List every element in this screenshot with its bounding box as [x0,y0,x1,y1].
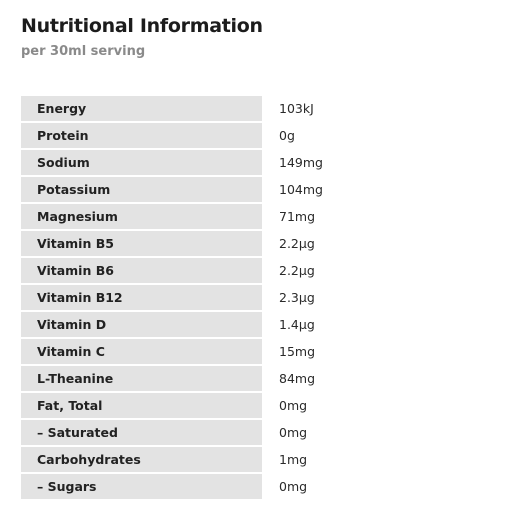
nutrient-label: Vitamin B12 [21,285,262,310]
nutrient-label: Vitamin B6 [21,258,262,283]
nutrient-label: – Sugars [21,474,262,499]
nutrition-row-vitamin-d: Vitamin D 1.4µg [21,312,341,337]
nutrient-value: 71mg [279,209,316,224]
nutrient-value: 104mg [279,182,323,197]
nutrition-row-vitamin-b6: Vitamin B6 2.2µg [21,258,341,283]
nutrition-row-energy: Energy 103kJ [21,96,341,121]
nutrition-row-l-theanine: L-Theanine 84mg [21,366,341,391]
nutrition-row-potassium: Potassium 104mg [21,177,341,202]
nutrient-label: Protein [21,123,262,148]
nutrition-row-saturated: – Saturated 0mg [21,420,341,445]
nutrition-row-sugars: – Sugars 0mg [21,474,341,499]
nutrient-label: Vitamin C [21,339,262,364]
nutrition-row-carbohydrates: Carbohydrates 1mg [21,447,341,472]
nutrient-value: 0g [279,128,295,143]
nutrient-label: Magnesium [21,204,262,229]
nutrient-label: – Saturated [21,420,262,445]
nutrition-row-vitamin-b5: Vitamin B5 2.2µg [21,231,341,256]
serving-size-subtitle: per 30ml serving [21,44,146,59]
nutrition-row-protein: Protein 0g [21,123,341,148]
nutrient-label: Vitamin D [21,312,262,337]
nutrient-value: 1.4µg [279,317,315,332]
nutrient-label: Vitamin B5 [21,231,262,256]
nutrient-label: Carbohydrates [21,447,262,472]
nutrition-row-fat-total: Fat, Total 0mg [21,393,341,418]
nutrient-label: Sodium [21,150,262,175]
nutrient-value: 0mg [279,425,308,440]
nutrient-value: 15mg [279,344,316,359]
nutrient-value: 2.2µg [279,236,315,251]
nutrition-row-magnesium: Magnesium 71mg [21,204,341,229]
nutrient-label: Potassium [21,177,262,202]
nutrient-value: 1mg [279,452,308,467]
nutrient-value: 2.3µg [279,290,315,305]
nutrient-value: 84mg [279,371,316,386]
nutrient-label: Energy [21,96,262,121]
nutrition-row-sodium: Sodium 149mg [21,150,341,175]
nutrition-table: Energy 103kJ Protein 0g Sodium 149mg Pot… [21,96,341,501]
page-title: Nutritional Information [21,15,263,37]
nutrient-value: 103kJ [279,101,314,116]
nutrient-label: Fat, Total [21,393,262,418]
nutrient-value: 2.2µg [279,263,315,278]
nutrient-value: 0mg [279,479,308,494]
nutrition-row-vitamin-b12: Vitamin B12 2.3µg [21,285,341,310]
nutrition-row-vitamin-c: Vitamin C 15mg [21,339,341,364]
nutrient-label: L-Theanine [21,366,262,391]
nutrient-value: 0mg [279,398,308,413]
nutrient-value: 149mg [279,155,323,170]
